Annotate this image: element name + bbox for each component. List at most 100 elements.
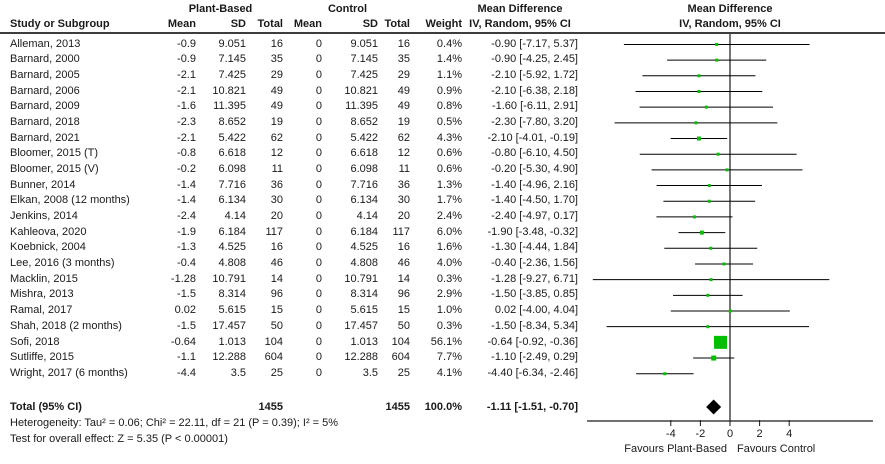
cell-weight: 0.8% <box>436 100 462 113</box>
cell-sd-plant: 9.051 <box>218 37 246 50</box>
cell-weight: 4.1% <box>436 366 462 379</box>
column-header-mean-control: Mean <box>293 18 322 30</box>
study-row: Jenkins, 2014 -2.4 4.14 20 0 4.14 20 2.4% -2.40 … <box>0 209 585 225</box>
effect-marker <box>711 355 717 361</box>
cell-ci-text: -0.40 [-2.36, 1.56] <box>491 257 578 270</box>
cell-mean-control: 0 <box>315 319 322 332</box>
cell-total-control: 35 <box>397 53 410 66</box>
study-row: Barnard, 2006 -2.1 10.821 49 0 10.821 49 0.9% -2… <box>0 84 585 100</box>
cell-total-control: 29 <box>397 68 410 81</box>
cell-sd-plant: 7.145 <box>218 53 246 66</box>
cell-sd-plant: 8.652 <box>218 116 246 128</box>
cell-total-plant: 16 <box>270 37 283 50</box>
study-name: Barnard, 2021 <box>10 131 80 144</box>
cell-total-plant: 46 <box>270 257 283 270</box>
cell-total-plant: 25 <box>270 366 283 379</box>
column-header-total-plant: Total <box>257 18 283 30</box>
cell-mean-plant: -2.1 <box>177 131 196 144</box>
cell-total-plant: 49 <box>270 84 283 97</box>
cell-mean-plant: -2.3 <box>177 116 196 128</box>
cell-total-plant: 11 <box>271 163 283 176</box>
study-row: Wright, 2017 (6 months) -4.4 3.5 25 0 3.5 25 4.… <box>0 366 585 382</box>
cell-sd-plant: 6.618 <box>218 147 246 160</box>
cell-mean-plant: -0.9 <box>177 53 196 66</box>
cell-total-plant: 29 <box>270 68 283 81</box>
md-plot-column-title: Mean Difference <box>687 3 773 15</box>
cell-mean-control: 0 <box>315 351 322 364</box>
cell-total-plant: 96 <box>270 288 283 301</box>
cell-sd-control: 10.821 <box>344 84 378 97</box>
column-group-plant-based: Plant-Based <box>188 3 253 15</box>
cell-mean-plant: -0.8 <box>177 147 196 160</box>
cell-mean-control: 0 <box>315 210 322 223</box>
effect-marker <box>694 121 698 125</box>
study-name: Mishra, 2013 <box>10 288 74 301</box>
cell-weight: 7.7% <box>436 351 462 364</box>
study-row: Bloomer, 2015 (T) -0.8 6.618 12 0 6.618 12 0.6%… <box>0 146 585 162</box>
cell-ci-text: -1.30 [-4.44, 1.84] <box>491 241 578 254</box>
cell-sd-control: 9.051 <box>350 37 378 50</box>
cell-mean-plant: -0.4 <box>177 257 196 270</box>
column-header-ci-plot: IV, Random, 95% CI <box>679 18 781 30</box>
cell-weight: 0.6% <box>436 163 462 176</box>
cell-sd-control: 8.652 <box>350 116 378 128</box>
study-name: Bloomer, 2015 (T) <box>10 147 99 160</box>
cell-weight: 4.0% <box>436 257 462 270</box>
study-name: Sutliffe, 2015 <box>10 351 75 364</box>
effect-marker <box>704 105 708 109</box>
cell-ci-text: -1.40 [-4.50, 1.70] <box>491 194 578 207</box>
cell-weight: 2.4% <box>436 210 462 223</box>
cell-sd-control: 4.14 <box>356 210 378 223</box>
cell-total-control: 604 <box>391 351 410 364</box>
total-row: Total (95% CI) 1455 1455 100.0% -1.11 [-… <box>0 400 585 416</box>
cell-ci-text: -0.90 [-4.25, 2.45] <box>491 53 578 66</box>
study-name: Elkan, 2008 (12 months) <box>10 194 130 207</box>
column-header-mean-plant: Mean <box>167 18 196 30</box>
cell-sd-plant: 4.808 <box>218 257 246 270</box>
cell-total-plant: 117 <box>265 225 283 238</box>
cell-weight: 1.6% <box>436 241 462 254</box>
cell-total-control: 16 <box>397 241 410 254</box>
study-row: Alleman, 2013 -0.9 9.051 16 0 9.051 16 0.4% -0.9… <box>0 37 585 53</box>
total-n-plant: 1455 <box>258 401 283 413</box>
cell-mean-control: 0 <box>315 335 322 348</box>
study-row: Bloomer, 2015 (V) -0.2 6.098 11 0 6.098 11 0.6%… <box>0 162 585 178</box>
effect-marker <box>709 246 713 250</box>
cell-ci-text: -1.90 [-3.48, -0.32] <box>487 225 579 238</box>
study-name: Bunner, 2014 <box>10 178 76 191</box>
effect-marker <box>697 89 701 93</box>
study-row: Barnard, 2000 -0.9 7.145 35 0 7.145 35 1.4% -0.9… <box>0 52 585 68</box>
cell-mean-plant: -1.4 <box>177 178 196 191</box>
cell-total-plant: 62 <box>270 131 283 144</box>
cell-total-control: 19 <box>397 116 410 128</box>
cell-sd-control: 7.425 <box>350 68 378 81</box>
total-weight: 100.0% <box>424 401 462 413</box>
cell-weight: 0.4% <box>436 37 462 50</box>
cell-total-plant: 49 <box>270 100 283 113</box>
cell-weight: 6.0% <box>436 225 462 238</box>
cell-total-control: 50 <box>397 319 410 332</box>
cell-total-control: 14 <box>397 272 410 285</box>
cell-weight: 1.7% <box>436 194 462 207</box>
effect-marker <box>716 152 720 156</box>
tick-label: 4 <box>786 428 792 440</box>
effect-marker <box>709 278 713 282</box>
cell-total-control: 30 <box>397 194 410 207</box>
effect-marker <box>706 325 710 329</box>
cell-ci-text: 0.02 [-4.00, 4.04] <box>494 304 578 317</box>
cell-ci-text: -1.28 [-9.27, 6.71] <box>491 272 578 285</box>
cell-sd-control: 6.134 <box>350 194 378 207</box>
cell-weight: 1.0% <box>436 304 462 317</box>
column-header-weight: Weight <box>425 18 462 30</box>
cell-total-control: 36 <box>397 178 410 191</box>
cell-weight: 4.3% <box>436 131 462 144</box>
cell-mean-plant: -1.4 <box>177 194 196 207</box>
column-header-ci-text: IV, Random, 95% CI <box>469 18 571 30</box>
cell-mean-control: 0 <box>315 225 322 238</box>
effect-marker <box>706 293 710 297</box>
study-name: Sofi, 2018 <box>10 335 60 348</box>
cell-sd-control: 1.013 <box>350 335 378 348</box>
effect-marker <box>663 372 667 376</box>
cell-sd-plant: 4.525 <box>218 241 246 254</box>
effect-marker <box>697 74 701 78</box>
